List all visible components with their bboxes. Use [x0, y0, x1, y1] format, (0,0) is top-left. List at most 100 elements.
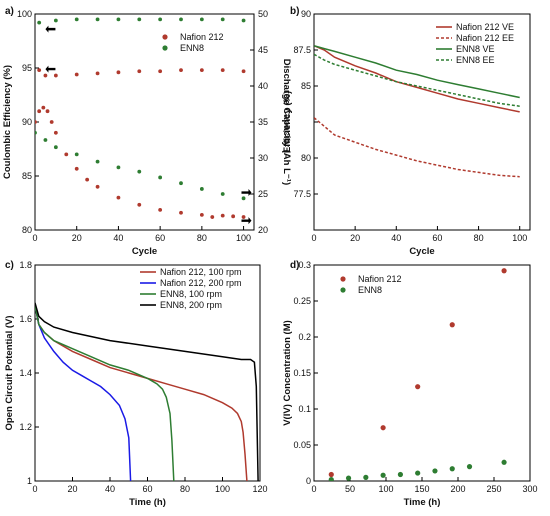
right-axis-arrow — [241, 217, 252, 225]
y-tick-label: 0.3 — [298, 260, 311, 270]
series-0 — [35, 305, 248, 481]
data-point — [43, 73, 48, 78]
legend-label: ENN8, 200 rpm — [160, 300, 222, 310]
data-point — [116, 17, 121, 22]
data-point — [74, 152, 79, 157]
legend-label: Nafion 212 VE — [456, 22, 514, 32]
legend-marker — [340, 276, 346, 282]
y2-tick-label: 50 — [258, 9, 268, 19]
legend-marker — [162, 45, 168, 51]
y-axis-label: V(IV) Concentration (M) — [282, 320, 293, 426]
y-tick-label: 100 — [17, 9, 32, 19]
panel-label: b) — [290, 6, 299, 17]
x-axis-label: Time (h) — [404, 497, 441, 508]
panel-label: a) — [5, 6, 14, 17]
plot-frame — [313, 264, 531, 482]
data-point — [363, 474, 369, 480]
data-point — [158, 207, 163, 212]
legend-label: Nafion 212 — [180, 32, 224, 42]
x-tick-label: 20 — [72, 233, 82, 243]
data-point — [116, 165, 121, 170]
data-point — [95, 17, 100, 22]
data-point — [37, 109, 42, 114]
data-point — [45, 109, 50, 114]
x-tick-label: 40 — [113, 233, 123, 243]
data-point — [137, 69, 142, 74]
data-point — [220, 192, 225, 196]
legend-label: Nafion 212 — [358, 274, 402, 284]
data-point — [241, 18, 246, 23]
x-tick-label: 150 — [414, 484, 429, 494]
legend-label: ENN8 EE — [456, 55, 495, 65]
data-point — [53, 145, 58, 150]
y-tick-label: 0.15 — [293, 368, 311, 378]
x-tick-label: 50 — [345, 484, 355, 494]
data-point — [95, 71, 100, 76]
data-point — [199, 187, 204, 191]
left-axis-arrow — [45, 25, 56, 33]
y-tick-label: 80 — [22, 225, 32, 235]
y-tick-label: 85 — [22, 171, 32, 181]
data-point — [345, 475, 352, 481]
x-tick-label: 40 — [391, 233, 401, 243]
series-2 — [35, 105, 246, 219]
x-tick-label: 100 — [236, 233, 251, 243]
x-tick-label: 100 — [215, 484, 230, 494]
data-point — [158, 69, 163, 74]
data-point — [220, 68, 225, 73]
x-tick-label: 100 — [512, 233, 527, 243]
data-point — [37, 20, 42, 25]
data-point — [53, 18, 58, 23]
series-3 — [35, 130, 246, 201]
series-1 — [314, 117, 520, 178]
x-axis-label: Cycle — [132, 246, 157, 257]
data-point — [41, 105, 46, 110]
data-point — [220, 17, 225, 22]
x-tick-label: 100 — [378, 484, 393, 494]
plot-frame — [34, 264, 261, 482]
data-point — [137, 169, 142, 174]
y2-tick-label: 40 — [258, 81, 268, 91]
series-line — [35, 305, 132, 481]
plot-frame — [34, 13, 255, 231]
panel-label: d) — [290, 260, 299, 271]
x-tick-label: 0 — [311, 484, 316, 494]
plot-frame — [313, 13, 531, 231]
data-point — [179, 68, 183, 73]
data-point — [241, 196, 246, 201]
y-tick-label: 90 — [301, 9, 311, 19]
data-point — [397, 471, 403, 478]
legend-label: ENN8, 100 rpm — [160, 289, 222, 299]
y2-tick-label: 20 — [258, 225, 268, 235]
x-tick-label: 60 — [432, 233, 442, 243]
y-tick-label: 0.1 — [298, 404, 311, 414]
series-1 — [328, 459, 507, 481]
x-tick-label: 0 — [311, 233, 316, 243]
data-point — [231, 214, 236, 219]
data-point — [432, 468, 438, 474]
legend-label: Nafion 212 EE — [456, 33, 514, 43]
y-tick-label: 90 — [22, 117, 32, 127]
x-tick-label: 60 — [155, 233, 165, 243]
x-tick-label: 80 — [197, 233, 207, 243]
data-point — [74, 166, 79, 171]
legend-label: Nafion 212, 100 rpm — [160, 267, 242, 277]
x-tick-label: 40 — [105, 484, 115, 494]
data-point — [64, 152, 69, 157]
data-point — [137, 202, 142, 207]
y-tick-label: 0.25 — [293, 296, 311, 306]
data-point — [415, 384, 421, 390]
data-point — [199, 68, 204, 73]
data-point — [466, 464, 473, 470]
y-tick-label: 80 — [301, 153, 311, 163]
panel-label: c) — [5, 260, 14, 271]
y2-axis-label: Discharge Capacity (Ah L⁻¹) — [281, 59, 292, 185]
data-point — [501, 459, 507, 465]
series-line — [35, 302, 259, 481]
series-line — [35, 305, 175, 481]
data-point — [95, 159, 100, 164]
x-tick-label: 0 — [32, 484, 37, 494]
x-tick-label: 300 — [522, 484, 537, 494]
data-point — [449, 466, 455, 472]
